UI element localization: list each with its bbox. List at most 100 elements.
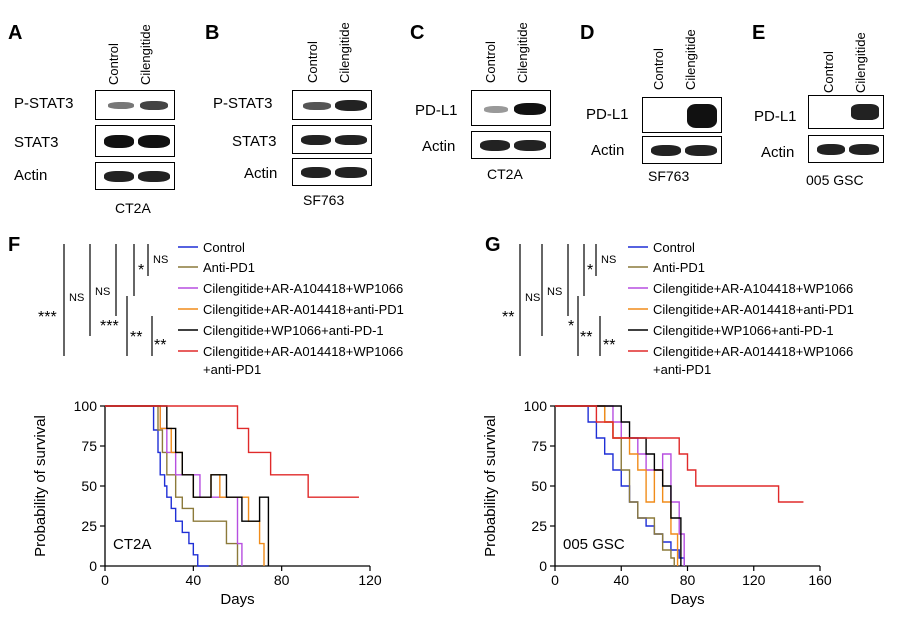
panel-b-col-control: Control (305, 41, 320, 83)
panel-a-letter: A (8, 22, 23, 44)
panel-f-sig-3: NS (69, 292, 84, 304)
panel-g-legend-2: Cilengitide+AR-A104418+WP1066 (653, 281, 853, 296)
panel-c-cell-line: CT2A (487, 166, 523, 182)
panel-a-row-actin: Actin (14, 167, 48, 184)
panel-g-series-4 (555, 405, 682, 566)
panel-d-row-actin: Actin (591, 142, 625, 159)
panel-f-xtick-label: 0 (101, 572, 109, 588)
panel-g-xtick-label: 40 (613, 572, 629, 588)
panel-g-sig-4: ** (502, 309, 514, 326)
panel-a-row-stat3: STAT3 (14, 134, 59, 151)
panel-a-row-pstat3: P-STAT3 (14, 95, 74, 112)
panel-f-ytick-label: 100 (74, 398, 98, 414)
panel-b-row-pstat3: P-STAT3 (213, 95, 273, 112)
panel-c-blot-actin (471, 131, 551, 159)
panel-f-series-5 (105, 405, 359, 498)
panel-c-row-actin: Actin (422, 138, 456, 155)
panel-g-ytick-label: 75 (531, 438, 547, 454)
panel-f-legend-3: Cilengitide+AR-A014418+anti-PD1 (203, 302, 404, 317)
panel-g-svg: NS * NS NS ** * ** ** Control Anti-PD1 C… (482, 240, 854, 608)
panel-g-legend-5: Cilengitide+AR-A014418+WP1066 (653, 344, 853, 359)
panel-f-xtick-label: 120 (358, 572, 382, 588)
panel-b-blot-stat3 (292, 125, 372, 154)
panel-g-legend-6: +anti-PD1 (653, 362, 711, 377)
panel-g-xtick-label: 160 (808, 572, 832, 588)
panel-g-legend-3: Cilengitide+AR-A014418+anti-PD1 (653, 302, 854, 317)
panel-e-blot-pdl1 (808, 95, 884, 129)
panel-d-letter: D (580, 22, 595, 44)
panel-g-ytick-label: 50 (531, 478, 547, 494)
panel-a-cell-line: CT2A (115, 200, 151, 216)
panel-b-letter: B (205, 22, 220, 44)
panel-a-blot-actin (95, 162, 175, 190)
panel-c-col-cilengitide: Cilengitide (515, 22, 530, 83)
panel-e-cell-line: 005 GSC (806, 172, 864, 188)
panel-d-row-pdl1: PD-L1 (586, 106, 629, 123)
panel-d-blot-pdl1 (642, 97, 722, 133)
panel-g-legend-4: Cilengitide+WP1066+anti-PD-1 (653, 323, 834, 338)
panel-f-ytick-label: 75 (81, 438, 97, 454)
panel-d-blot-actin (642, 136, 722, 164)
panel-g-sig-6: ** (580, 329, 592, 346)
panel-e-row-pdl1: PD-L1 (754, 108, 797, 125)
panel-g-sig-2: NS (547, 286, 562, 298)
panel-d-cell-line: SF763 (648, 168, 690, 184)
panel-a-col-control: Control (106, 43, 121, 85)
panel-f-legend-4: Cilengitide+WP1066+anti-PD-1 (203, 323, 384, 338)
panel-b-blot-actin (292, 158, 372, 186)
panel-e-letter: E (752, 22, 766, 44)
panel-g-series-5 (555, 405, 804, 503)
panel-g-ylabel: Probability of survival (482, 415, 499, 557)
panel-f-series-0 (105, 405, 209, 567)
panel-b-row-actin: Actin (244, 165, 278, 182)
panel-a-blot-stat3 (95, 125, 175, 157)
panel-e-col-control: Control (821, 51, 836, 93)
panel-e-row-actin: Actin (761, 144, 795, 161)
panel-d-col-control: Control (651, 48, 666, 90)
panel-g-ytick-label: 100 (524, 398, 548, 414)
panel-g-sig-brackets (519, 244, 601, 356)
panel-g-letter: G (485, 234, 501, 256)
panel-c-letter: C (410, 22, 425, 44)
panel-e-col-cilengitide: Cilengitide (853, 32, 868, 93)
panel-b-blot-pstat3 (292, 90, 372, 120)
panel-f-ytick-label: 50 (81, 478, 97, 494)
panel-f-svg: NS * NS NS *** *** ** ** Control Anti-PD… (32, 240, 404, 608)
panel-f-ylabel: Probability of survival (32, 415, 49, 557)
panel-a-col-cilengitide: Cilengitide (138, 24, 153, 85)
panel-g-ytick-label: 25 (531, 518, 547, 534)
panel-g-xtick-label: 0 (551, 572, 559, 588)
panel-g-sig-7: ** (603, 337, 615, 354)
panel-c-blot-pdl1 (471, 90, 551, 126)
panel-f-legend: Control Anti-PD1 Cilengitide+AR-A104418+… (178, 240, 404, 377)
panel-f-sig-5: *** (100, 318, 119, 335)
panel-g-xtick-label: 120 (742, 572, 766, 588)
panel-g-sig-5: * (568, 318, 574, 335)
panel-f-plot: 0 40 80 120 0 25 50 75 100 Days Probability of sur… (32, 398, 382, 608)
panel-g-legend: Control Anti-PD1 Cilengitide+AR-A104418+… (628, 240, 854, 377)
panel-b-row-stat3: STAT3 (232, 133, 277, 150)
panel-f-legend-0: Control (203, 240, 245, 255)
panel-c-row-pdl1: PD-L1 (415, 102, 458, 119)
panel-g-sig-3: NS (525, 292, 540, 304)
panel-g-xtick-label: 80 (680, 572, 696, 588)
panel-f-xtick-label: 40 (186, 572, 202, 588)
panel-e-blot-actin (808, 135, 884, 163)
panel-g-plot: 0 40 80 120 160 0 25 50 75 100 Days Probability of … (482, 398, 832, 608)
panel-g-xlabel: Days (670, 591, 704, 608)
panel-f-series-1 (105, 405, 239, 566)
panel-g-legend-1: Anti-PD1 (653, 260, 705, 275)
panel-a-blot-pstat3 (95, 90, 175, 120)
panel-g-ytick-label: 0 (539, 558, 547, 574)
panel-g-sig-1: * (587, 262, 593, 279)
panel-f-letter: F (8, 234, 21, 256)
panel-g-cell-label: 005 GSC (563, 536, 625, 553)
panel-f-series-4 (105, 405, 270, 566)
panel-f-legend-1: Anti-PD1 (203, 260, 255, 275)
panel-d-col-cilengitide: Cilengitide (683, 29, 698, 90)
panel-f-xlabel: Days (220, 591, 254, 608)
panel-g-sig-0: NS (601, 254, 616, 266)
panel-f-ytick-label: 25 (81, 518, 97, 534)
panel-f-ytick-label: 0 (89, 558, 97, 574)
panel-f-sig-4: *** (38, 309, 57, 326)
